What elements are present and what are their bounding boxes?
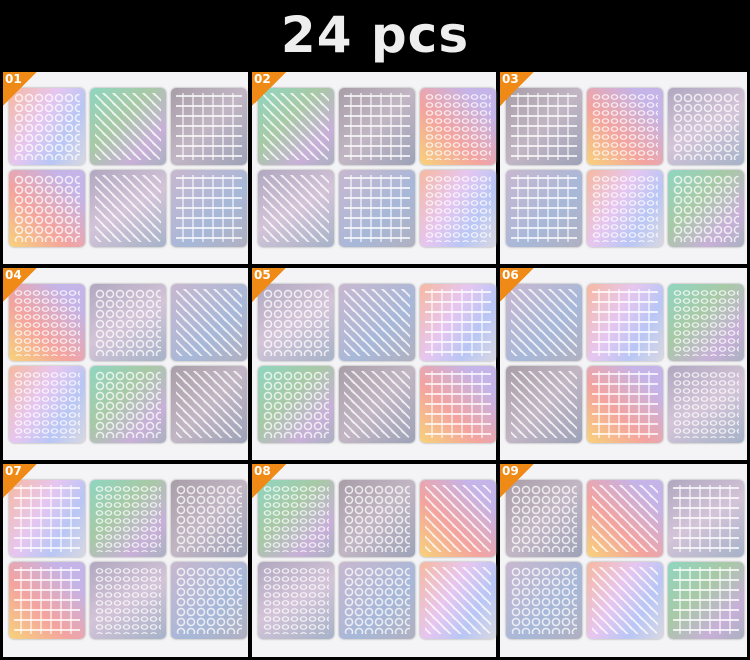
stencil-sheet [587,366,663,443]
number-tag: 01 [3,72,37,106]
number-tag: 03 [500,72,534,106]
stencil-sheet [171,366,247,443]
number-label: 05 [254,268,271,282]
stencil-set-03: 03 [500,72,747,264]
stencil-sheet [420,366,496,443]
stencil-sheet [171,284,247,361]
stencil-sheet [90,88,166,165]
stencil-sheet [506,366,582,443]
stencil-sheet [668,88,744,165]
stencil-set-09: 09 [500,464,747,657]
stencil-sheet [420,170,496,247]
stencil-sheet [587,170,663,247]
number-tag: 02 [252,72,286,106]
stencil-sheet [668,480,744,557]
stencil-sheet [258,170,334,247]
stencil-sheet [258,366,334,443]
number-label: 07 [5,464,22,478]
stencil-set-04: 04 [3,268,248,460]
stencil-sheet [90,562,166,639]
stencil-sheet [90,366,166,443]
stencil-set-01: 01 [3,72,248,264]
stencil-sheet [171,88,247,165]
number-label: 04 [5,268,22,282]
stencil-sheet [90,284,166,361]
number-label: 01 [5,72,22,86]
stencil-sheet [90,480,166,557]
stencil-sheet [258,562,334,639]
number-tag: 09 [500,464,534,498]
stencil-grid: 01 02 03 04 05 06 07 08 09 [3,72,748,658]
stencil-sheet [587,480,663,557]
stencil-sheet [668,284,744,361]
number-tag: 04 [3,268,37,302]
header-banner: 24 pcs [0,0,750,70]
stencil-sheet [506,88,582,165]
number-label: 09 [502,464,519,478]
stencil-sheet [171,170,247,247]
stencil-set-07: 07 [3,464,248,657]
number-label: 03 [502,72,519,86]
stencil-set-02: 02 [252,72,496,264]
number-tag: 08 [252,464,286,498]
stencil-set-05: 05 [252,268,496,460]
stencil-sheet [506,562,582,639]
stencil-sheet [9,562,85,639]
stencil-sheet [9,366,85,443]
number-label: 06 [502,268,519,282]
stencil-sheet [9,170,85,247]
number-tag: 07 [3,464,37,498]
stencil-sheet [587,562,663,639]
stencil-sheet [339,562,415,639]
stencil-sheet [420,284,496,361]
stencil-sheet [171,562,247,639]
number-label: 08 [254,464,271,478]
stencil-set-08: 08 [252,464,496,657]
stencil-sheet [668,366,744,443]
stencil-sheet [171,480,247,557]
stencil-sheet [339,366,415,443]
number-tag: 06 [500,268,534,302]
stencil-sheet [587,88,663,165]
stencil-sheet [339,170,415,247]
stencil-sheet [668,170,744,247]
stencil-sheet [420,480,496,557]
stencil-sheet [339,88,415,165]
stencil-sheet [587,284,663,361]
stencil-sheet [339,480,415,557]
stencil-sheet [668,562,744,639]
stencil-sheet [339,284,415,361]
number-label: 02 [254,72,271,86]
stencil-sheet [506,170,582,247]
title: 24 pcs [280,6,470,64]
stencil-sheet [420,88,496,165]
stencil-sheet [90,170,166,247]
stencil-set-06: 06 [500,268,747,460]
number-tag: 05 [252,268,286,302]
stencil-sheet [420,562,496,639]
